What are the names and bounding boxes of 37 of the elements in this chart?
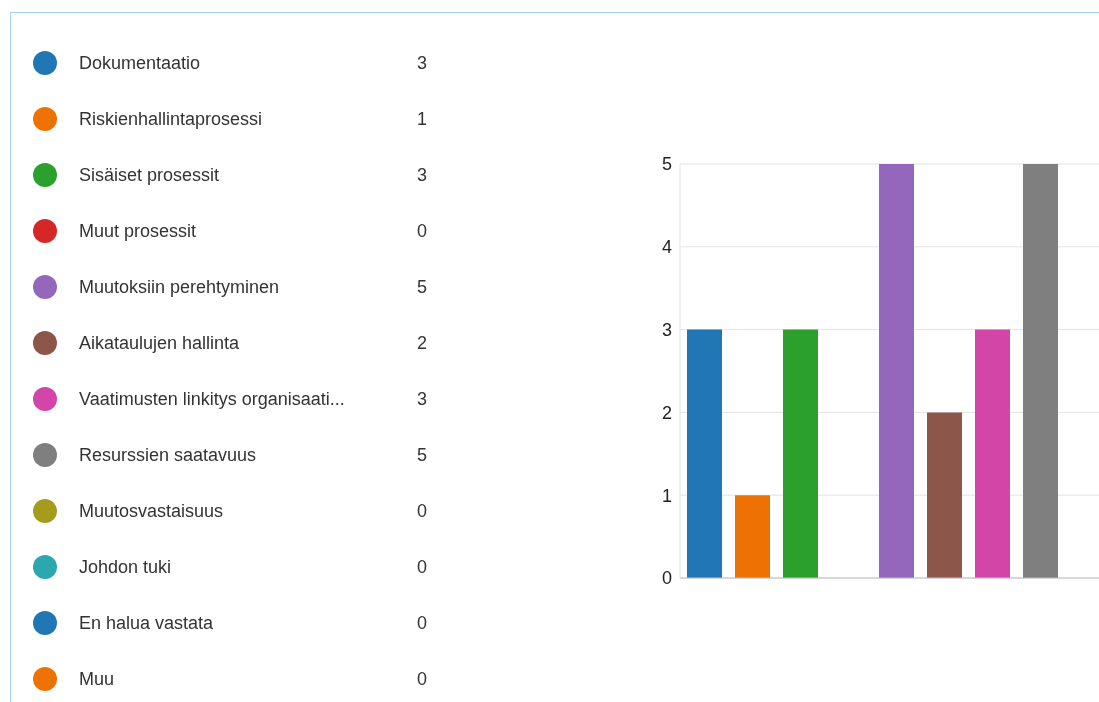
bar — [735, 495, 770, 578]
legend-label: Aikataulujen hallinta — [79, 333, 241, 353]
text: 3 — [416, 53, 428, 73]
legend-label: Resurssien saatavuus — [79, 445, 257, 465]
y-tick-label: 5 — [661, 154, 672, 175]
legend-label: Muutosvastaisuus — [79, 501, 224, 521]
text: 0 — [416, 221, 428, 241]
text: 3 — [416, 165, 428, 185]
legend-label: Muut prosessit — [79, 221, 197, 241]
text: 1 — [416, 109, 428, 129]
legend-label: Johdon tuki — [79, 557, 172, 577]
legend-label: Vaatimusten linkitys organisaati... — [79, 389, 345, 409]
y-tick-label: 1 — [661, 485, 672, 506]
text: 5 — [416, 277, 428, 297]
bar — [879, 164, 914, 578]
bar — [927, 412, 962, 578]
y-tick-label: 2 — [661, 402, 672, 423]
legend-label: Riskienhallintaprosessi — [79, 109, 263, 129]
bar — [1023, 164, 1058, 578]
bar — [975, 329, 1010, 578]
text: 5 — [416, 445, 428, 465]
text: 0 — [416, 557, 428, 577]
text: 0 — [416, 613, 428, 633]
legend-label: Sisäiset prosessit — [79, 165, 220, 185]
legend-label: Dokumentaatio — [79, 53, 201, 73]
bar — [783, 329, 818, 578]
y-tick-label: 0 — [661, 568, 672, 589]
text: 2 — [416, 333, 428, 353]
legend-label: Muu — [79, 669, 115, 689]
text: 0 — [416, 501, 428, 521]
text: 0 — [416, 669, 428, 689]
text: 3 — [416, 389, 428, 409]
legend-label: Muutoksiin perehtyminen — [79, 277, 280, 297]
y-tick-label: 3 — [661, 319, 672, 340]
bar — [687, 329, 722, 578]
y-tick-label: 4 — [661, 237, 672, 258]
legend-label: En halua vastata — [79, 613, 215, 633]
